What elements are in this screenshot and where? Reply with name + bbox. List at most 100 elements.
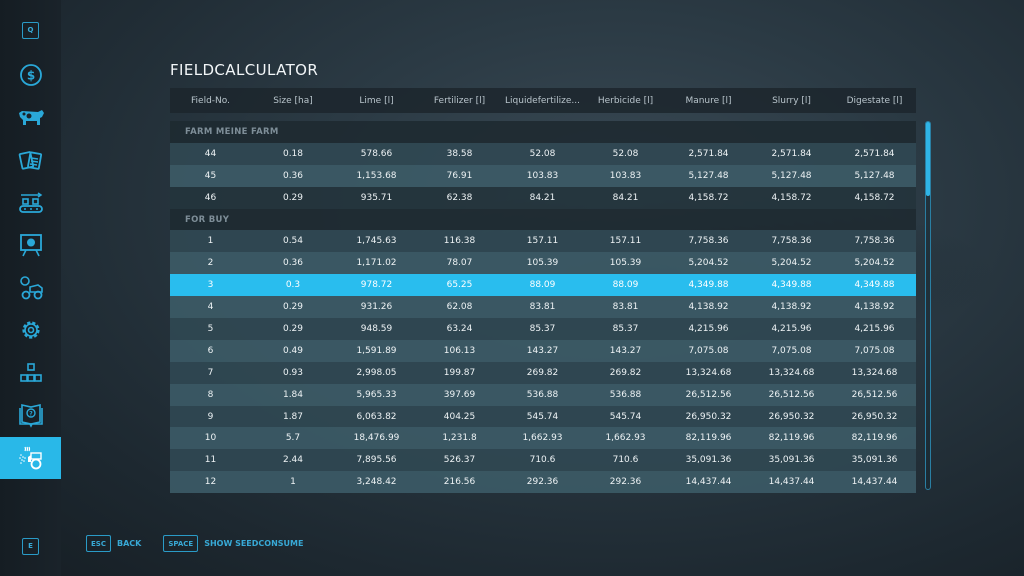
table-row[interactable]: 4 0.29 931.26 62.08 83.81 83.81 4,138.92 4,138.… bbox=[170, 296, 916, 319]
cell-manure: 5,204.52 bbox=[688, 258, 729, 269]
cell-liquidfertilizer: 292.36 bbox=[526, 477, 559, 488]
table-row[interactable]: 44 0.18 578.66 38.58 52.08 52.08 2,571.84 2,571… bbox=[170, 142, 916, 165]
sidebar-item-finances[interactable]: $ bbox=[0, 54, 61, 96]
cell-lime: 578.66 bbox=[360, 148, 393, 159]
table-row[interactable]: 11 2.44 7,895.56 526.37 710.6 710.6 35,091.36 3… bbox=[170, 449, 916, 472]
cell-manure: 4,215.96 bbox=[688, 323, 729, 334]
table-row[interactable]: 3 0.3 978.72 65.25 88.09 88.09 4,349.88 4,349.8… bbox=[170, 274, 916, 297]
cell-slurry: 14,437.44 bbox=[768, 477, 815, 488]
sidebar-item-statistics[interactable] bbox=[0, 224, 61, 266]
page-title: FIELDCALCULATOR bbox=[170, 61, 319, 79]
cell-size: 0.93 bbox=[282, 367, 304, 378]
cell-liquidfertilizer: 85.37 bbox=[529, 323, 556, 334]
show-seedconsume-button[interactable]: SHOW SEEDCONSUME bbox=[204, 539, 304, 548]
cell-liquidfertilizer: 83.81 bbox=[529, 302, 556, 313]
cell-fertilizer: 78.07 bbox=[446, 258, 473, 269]
header-size[interactable]: Size [ha] bbox=[273, 95, 313, 106]
cell-size: 0.18 bbox=[282, 148, 304, 159]
table-row[interactable]: 10 5.7 18,476.99 1,231.8 1,662.93 1,662.93 82,… bbox=[170, 427, 916, 450]
cell-manure: 26,512.56 bbox=[685, 389, 732, 400]
cell-size: 5.7 bbox=[285, 433, 301, 444]
cell-field-no: 10 bbox=[204, 433, 217, 444]
cell-lime: 948.59 bbox=[360, 323, 393, 334]
cell-manure: 14,437.44 bbox=[685, 477, 732, 488]
header-herbicide[interactable]: Herbicide [l] bbox=[597, 95, 654, 106]
header-liquidfertilizer[interactable]: Liquidefertilize... bbox=[505, 95, 580, 106]
cell-liquidfertilizer: 269.82 bbox=[526, 367, 559, 378]
cell-field-no: 11 bbox=[204, 455, 217, 466]
cell-fertilizer: 526.37 bbox=[443, 455, 476, 466]
table-row[interactable]: 6 0.49 1,591.89 106.13 143.27 143.27 7,075.08 7… bbox=[170, 339, 916, 362]
table-row[interactable]: 1 0.54 1,745.63 116.38 157.11 157.11 7,758.36 7… bbox=[170, 230, 916, 253]
header-fertilizer[interactable]: Fertilizer [l] bbox=[433, 95, 486, 106]
cell-lime: 3,248.42 bbox=[356, 477, 397, 488]
sidebar-item-settings[interactable] bbox=[0, 309, 61, 351]
dollar-icon: $ bbox=[19, 64, 42, 86]
sidebar-prev-key[interactable]: Q bbox=[0, 9, 61, 51]
cell-lime: 1,171.02 bbox=[356, 258, 397, 269]
esc-key-icon[interactable]: ESC bbox=[86, 535, 111, 552]
cell-herbicide: 545.74 bbox=[609, 411, 642, 422]
cell-size: 1.87 bbox=[282, 411, 304, 422]
e-key-icon: E bbox=[22, 537, 39, 555]
header-field-no[interactable]: Field-No. bbox=[191, 95, 230, 106]
cell-slurry: 35,091.36 bbox=[768, 455, 815, 466]
cell-size: 2.44 bbox=[282, 455, 304, 466]
sidebar-item-help[interactable]: ? bbox=[0, 394, 61, 436]
production-icon bbox=[18, 192, 43, 213]
cell-lime: 5,965.33 bbox=[356, 389, 397, 400]
svg-text:?: ? bbox=[29, 411, 33, 418]
sidebar-next-key[interactable]: E bbox=[0, 525, 61, 567]
table-header: Field-No. Size [ha] Lime [l] Fertilizer … bbox=[170, 88, 916, 113]
scrollbar-thumb[interactable] bbox=[926, 122, 930, 196]
cell-lime: 7,895.56 bbox=[356, 455, 397, 466]
cell-fertilizer: 116.38 bbox=[443, 236, 476, 247]
help-book-icon: ? bbox=[18, 404, 43, 428]
cell-manure: 5,127.48 bbox=[688, 170, 729, 181]
sprayer-icon bbox=[18, 446, 42, 470]
cell-herbicide: 84.21 bbox=[612, 192, 639, 203]
cell-herbicide: 1,662.93 bbox=[605, 433, 646, 444]
table-row[interactable]: 2 0.36 1,171.02 78.07 105.39 105.39 5,204.52 5,… bbox=[170, 252, 916, 275]
cell-digestate: 26,512.56 bbox=[851, 389, 898, 400]
cell-liquidfertilizer: 157.11 bbox=[526, 236, 559, 247]
header-digestate[interactable]: Digestate [l] bbox=[846, 95, 903, 106]
sidebar-item-contracts[interactable] bbox=[0, 140, 61, 182]
cell-field-no: 2 bbox=[207, 258, 214, 269]
cell-slurry: 7,758.36 bbox=[771, 236, 812, 247]
table-row[interactable]: 46 0.29 935.71 62.38 84.21 84.21 4,158.72 4,158… bbox=[170, 186, 916, 209]
cell-fertilizer: 38.58 bbox=[446, 148, 473, 159]
table-row[interactable]: 8 1.84 5,965.33 397.69 536.88 536.88 26,512.56… bbox=[170, 383, 916, 406]
sidebar-item-multiplayer[interactable] bbox=[0, 352, 61, 394]
table-row[interactable]: 12 1 3,248.42 216.56 292.36 292.36 14,437.44 14… bbox=[170, 471, 916, 494]
table-row[interactable]: 7 0.93 2,998.05 199.87 269.82 269.82 13,324.68… bbox=[170, 361, 916, 384]
sidebar-item-animals[interactable] bbox=[0, 97, 61, 139]
table-row[interactable]: 45 0.36 1,153.68 76.91 103.83 103.83 5,127.48 5… bbox=[170, 164, 916, 187]
cell-slurry: 2,571.84 bbox=[771, 148, 812, 159]
scrollbar[interactable] bbox=[925, 121, 931, 490]
cell-herbicide: 143.27 bbox=[609, 345, 642, 356]
header-manure[interactable]: Manure [l] bbox=[685, 95, 732, 106]
cell-herbicide: 710.6 bbox=[612, 455, 639, 466]
footer-actions: ESC BACK SPACE SHOW SEEDCONSUME bbox=[86, 535, 319, 552]
cell-digestate: 4,349.88 bbox=[854, 280, 895, 291]
back-button[interactable]: BACK bbox=[116, 539, 142, 548]
cell-digestate: 2,571.84 bbox=[854, 148, 895, 159]
cell-liquidfertilizer: 52.08 bbox=[529, 148, 556, 159]
space-key-icon[interactable]: SPACE bbox=[163, 535, 199, 552]
cell-digestate: 26,950.32 bbox=[851, 411, 898, 422]
cell-herbicide: 536.88 bbox=[609, 389, 642, 400]
table-row[interactable]: 5 0.29 948.59 63.24 85.37 85.37 4,215.96 4,215.… bbox=[170, 318, 916, 340]
sidebar: Q $ ? E bbox=[0, 0, 61, 576]
sidebar-item-production[interactable] bbox=[0, 182, 61, 224]
sidebar-item-vehicles[interactable] bbox=[0, 267, 61, 309]
cell-digestate: 4,215.96 bbox=[854, 323, 895, 334]
header-lime[interactable]: Lime [l] bbox=[359, 95, 394, 106]
sidebar-item-fieldcalculator[interactable] bbox=[0, 437, 61, 479]
table-body: FARM MEINE FARM 44 0.18 578.66 38.58 52.08 52.… bbox=[170, 121, 916, 494]
cell-field-no: 6 bbox=[207, 345, 214, 356]
cell-liquidfertilizer: 710.6 bbox=[529, 455, 556, 466]
cell-herbicide: 85.37 bbox=[612, 323, 639, 334]
header-slurry[interactable]: Slurry [l] bbox=[772, 95, 811, 106]
table-row[interactable]: 9 1.87 6,063.82 404.25 545.74 545.74 26,950.32… bbox=[170, 405, 916, 428]
